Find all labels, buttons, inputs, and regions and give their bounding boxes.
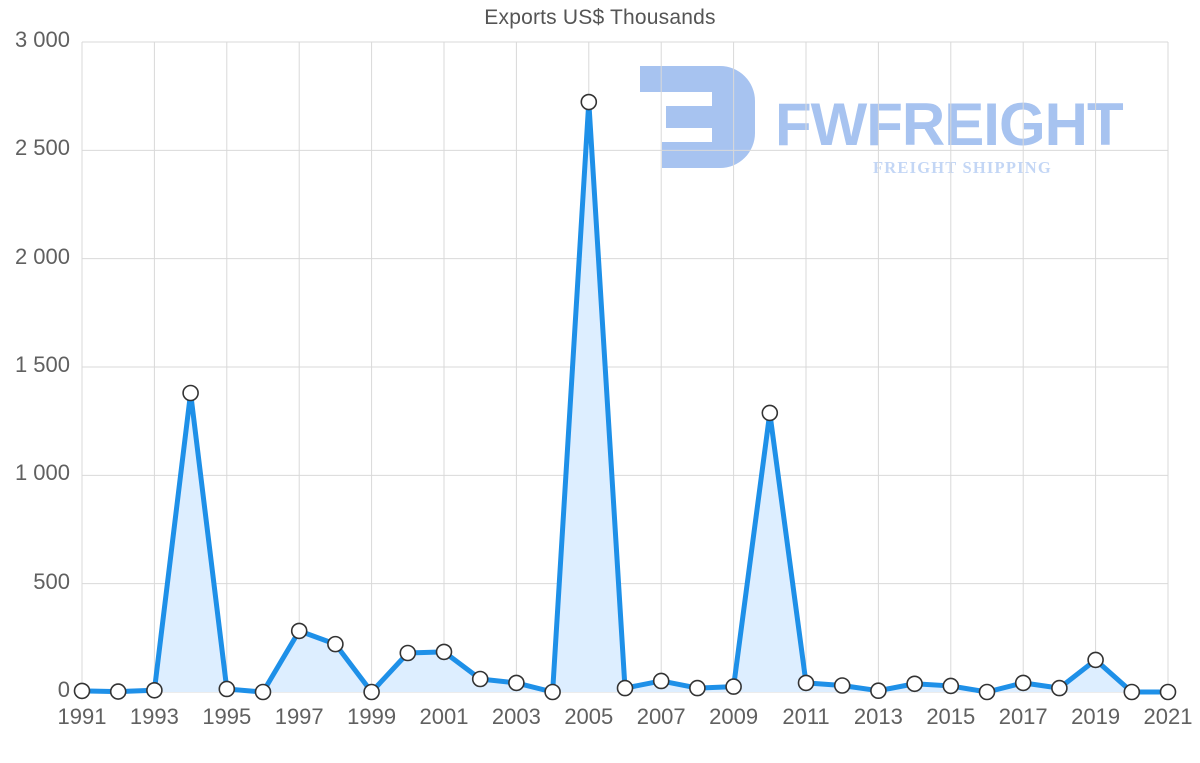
data-point-marker[interactable] — [435, 643, 453, 661]
data-point-marker[interactable] — [254, 683, 272, 701]
data-point-marker[interactable] — [978, 683, 996, 701]
y-axis-tick-label: 0 — [57, 677, 70, 702]
data-point-marker[interactable] — [1159, 683, 1177, 701]
data-point-marker[interactable] — [942, 677, 960, 695]
x-axis-tick-label: 2005 — [564, 704, 614, 729]
data-point-marker[interactable] — [906, 675, 923, 693]
series-area-fill — [82, 102, 1168, 693]
y-axis-tick-label: 1 000 — [14, 460, 70, 486]
data-point-marker[interactable] — [471, 670, 489, 688]
x-axis-tick-label: 2017 — [998, 704, 1048, 729]
x-axis-tick-label: 2007 — [636, 704, 686, 729]
data-point-marker[interactable] — [1051, 679, 1068, 697]
data-point-marker[interactable] — [363, 683, 380, 701]
y-axis-tick-label: 2 500 — [14, 135, 70, 161]
data-point-marker[interactable] — [182, 384, 199, 402]
data-point-marker[interactable] — [1087, 651, 1104, 669]
x-axis-tick-label: 1997 — [274, 704, 324, 729]
x-axis-tick-label: 2009 — [709, 704, 759, 729]
x-axis-tick-label: 1993 — [129, 704, 179, 729]
data-point-marker[interactable] — [833, 677, 851, 694]
series-line — [79, 99, 1171, 695]
data-point-marker[interactable] — [689, 679, 706, 697]
data-point-marker[interactable] — [544, 683, 561, 701]
y-axis-tick-label: 2 000 — [14, 243, 70, 269]
x-axis-tick-label: 1991 — [57, 704, 107, 729]
data-point-marker[interactable] — [797, 674, 815, 692]
data-line — [79, 99, 1171, 695]
data-markers — [73, 93, 1177, 701]
data-point-marker[interactable] — [146, 681, 163, 699]
y-axis-tick-label: 500 — [33, 568, 70, 594]
grid-lines — [81, 41, 1169, 693]
data-point-marker[interactable] — [399, 644, 417, 662]
x-axis-tick-label: 2015 — [926, 704, 976, 729]
x-axis-tick-label: 2001 — [419, 704, 469, 729]
data-point-marker[interactable] — [508, 674, 525, 692]
x-axis-tick-label: 2019 — [1071, 704, 1121, 729]
y-axis-tick-label: 1 500 — [14, 352, 70, 377]
data-point-marker[interactable] — [580, 93, 598, 111]
x-axis-tick-label: 2011 — [782, 704, 830, 729]
x-axis-tick-label: 1999 — [347, 704, 397, 729]
data-point-marker[interactable] — [109, 683, 127, 700]
data-point-marker[interactable] — [616, 679, 634, 697]
data-point-marker[interactable] — [327, 635, 344, 653]
data-point-marker[interactable] — [73, 682, 91, 700]
data-point-marker[interactable] — [870, 682, 887, 700]
data-point-marker[interactable] — [761, 404, 779, 422]
x-axis-tick-label: 2021 — [1143, 704, 1193, 729]
data-point-marker[interactable] — [290, 622, 308, 640]
x-axis-tick-label: 2003 — [491, 704, 541, 729]
area-fill — [82, 102, 1168, 693]
x-axis-tick-label: 1995 — [202, 704, 252, 729]
data-point-marker[interactable] — [652, 672, 670, 690]
chart-title: Exports US$ Thousands — [484, 6, 716, 29]
data-point-marker[interactable] — [725, 678, 742, 695]
data-point-marker[interactable] — [1123, 683, 1141, 701]
data-point-marker[interactable] — [1014, 674, 1032, 692]
data-point-marker[interactable] — [218, 680, 236, 698]
y-axis-tick-label: 3 000 — [14, 27, 70, 52]
x-axis-tick-label: 2013 — [853, 704, 903, 729]
